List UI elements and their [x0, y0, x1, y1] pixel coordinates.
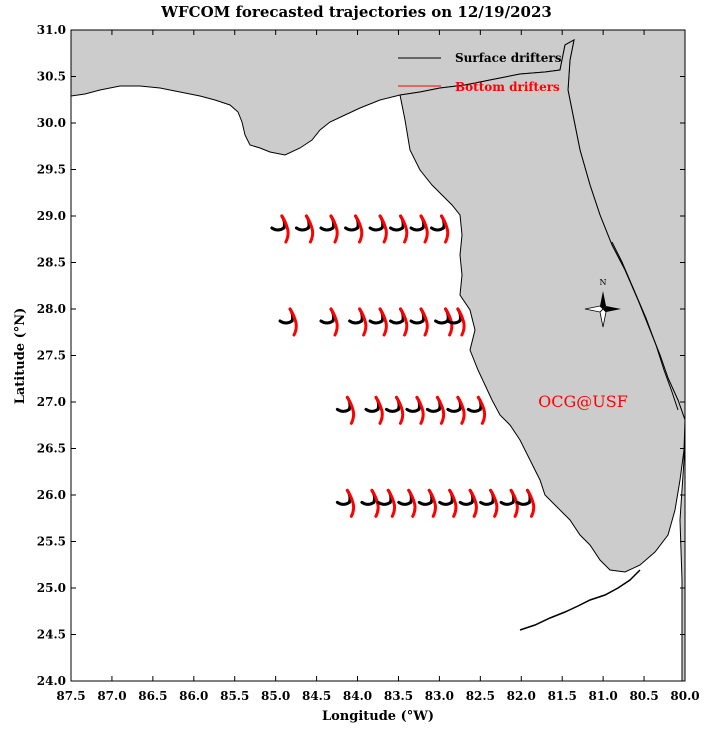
x-tick-label: 87.0	[97, 689, 126, 703]
x-tick-label: 82.0	[507, 689, 536, 703]
legend-surface-label: Surface drifters	[455, 51, 562, 65]
x-tick-label: 84.5	[302, 689, 331, 703]
bottom-drifter-track	[419, 214, 429, 244]
bottom-drifter-track	[427, 488, 437, 518]
bottom-drifter-track	[456, 307, 466, 337]
bottom-drifter-track	[378, 214, 388, 244]
bottom-drifter-track	[394, 395, 405, 425]
bottom-drifter-track	[468, 488, 478, 518]
x-tick-label: 84.0	[343, 689, 372, 703]
bottom-drifter-track	[399, 307, 409, 337]
florida-keys	[519, 569, 641, 631]
east-barrier-islands	[611, 241, 679, 411]
bottom-drifter-track	[374, 395, 384, 425]
x-tick-label: 83.0	[425, 689, 454, 703]
y-tick-label: 30.0	[37, 116, 66, 130]
legend: Surface drifters Bottom drifters	[398, 51, 562, 94]
x-tick-label: 82.5	[466, 689, 495, 703]
x-tick-label: 83.5	[384, 689, 413, 703]
compass-north-label: N	[600, 278, 607, 287]
y-tick-label: 26.0	[37, 488, 66, 502]
bottom-drifter-track	[329, 307, 339, 337]
y-tick-label: 24.5	[37, 628, 66, 642]
legend-bottom-label: Bottom drifters	[455, 80, 560, 94]
x-axis: 87.5 87.0 86.5 86.0 85.5 85.0 84.5 84.0 83.5 83.0…	[56, 30, 700, 703]
x-tick-label: 85.5	[220, 689, 249, 703]
bottom-drifter-track	[280, 214, 290, 244]
y-tick-label: 28.5	[37, 256, 66, 270]
y-tick-label: 26.5	[37, 442, 66, 456]
bottom-drifter-track	[386, 488, 397, 518]
y-tick-label: 25.0	[37, 581, 66, 595]
compass-rose: N	[584, 278, 621, 328]
y-tick-label: 28.0	[37, 302, 66, 316]
drifter-trajectories	[270, 214, 536, 518]
x-tick-label: 80.5	[629, 689, 658, 703]
bottom-drifter-track	[399, 214, 409, 244]
y-axis: 24.0 24.5 25.0 25.5 26.0 26.5 27.0 27.5 28.0 28.5…	[37, 23, 685, 688]
bottom-drifter-track	[329, 214, 339, 244]
bottom-drifter-track	[304, 214, 315, 244]
y-axis-label: Latitude (°N)	[13, 308, 28, 405]
map-title: WFCOM forecasted trajectories on 12/19/2…	[161, 3, 552, 21]
y-tick-label: 27.5	[37, 349, 66, 363]
bottom-drifter-track	[456, 395, 466, 425]
florida-peninsula	[399, 39, 685, 573]
y-tick-label: 25.5	[37, 535, 66, 549]
y-tick-label: 27.0	[37, 395, 66, 409]
bottom-drifter-track	[345, 488, 356, 518]
bottom-drifter-track	[354, 214, 364, 244]
bottom-drifter-track	[476, 395, 487, 425]
y-tick-label: 31.0	[37, 23, 66, 37]
bottom-drifter-track	[358, 307, 368, 337]
bottom-drifter-track	[370, 488, 380, 518]
bottom-drifter-track	[439, 214, 450, 244]
y-tick-label: 24.0	[37, 674, 66, 688]
bottom-drifter-track	[288, 307, 298, 337]
bottom-drifter-track	[415, 395, 425, 425]
bottom-drifter-track	[435, 395, 446, 425]
x-tick-label: 86.5	[138, 689, 167, 703]
x-tick-label: 81.0	[589, 689, 618, 703]
y-tick-label: 29.0	[37, 209, 66, 223]
bottom-drifter-track	[509, 488, 519, 518]
bottom-drifter-track	[345, 395, 356, 425]
x-tick-label: 80.0	[670, 689, 699, 703]
y-tick-label: 30.5	[37, 70, 66, 84]
watermark-ocg-usf: OCG@USF	[538, 392, 628, 411]
bottom-drifter-track	[525, 488, 536, 518]
bottom-drifter-track	[448, 488, 458, 518]
x-tick-label: 87.5	[56, 689, 85, 703]
bottom-drifter-track	[378, 307, 388, 337]
x-axis-label: Longitude (°W)	[322, 709, 434, 724]
bottom-drifter-track	[419, 307, 429, 337]
bottom-drifter-track	[407, 488, 417, 518]
y-tick-label: 29.5	[37, 163, 66, 177]
x-tick-label: 86.0	[179, 689, 208, 703]
x-tick-label: 81.5	[548, 689, 577, 703]
x-tick-label: 85.0	[261, 689, 290, 703]
bottom-drifter-track	[489, 488, 499, 518]
